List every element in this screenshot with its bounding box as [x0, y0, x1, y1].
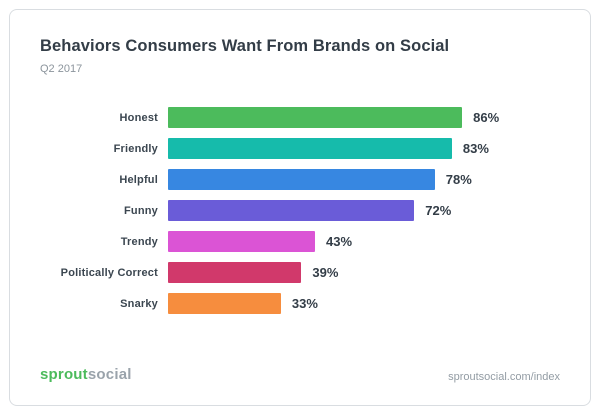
chart-card: Behaviors Consumers Want From Brands on … [9, 9, 591, 406]
bar [168, 138, 452, 159]
bar-row: Honest 86% [40, 107, 560, 128]
bar-track: 43% [168, 231, 560, 252]
bar-label: Helpful [119, 173, 158, 186]
footer: sproutsocial sproutsocial.com/index [40, 366, 560, 383]
bar-value: 39% [312, 265, 339, 280]
bar-value: 43% [326, 234, 353, 249]
bar-value: 72% [425, 203, 452, 218]
bar-track: 72% [168, 200, 560, 221]
bar-track: 39% [168, 262, 560, 283]
chart-title: Behaviors Consumers Want From Brands on … [40, 37, 450, 55]
bar-row: Politically Correct 39% [40, 262, 560, 283]
bar-label: Funny [124, 204, 158, 217]
bar-label: Trendy [120, 235, 158, 248]
bar [168, 262, 302, 283]
bar-label: Politically Correct [60, 266, 158, 279]
bar-value: 83% [462, 141, 489, 156]
bar-value: 86% [473, 110, 500, 125]
bar [168, 200, 415, 221]
logo-social-text: social [87, 366, 132, 383]
bar-chart: Honest 86% Friendly 83% Helpful 78% Funn… [40, 107, 560, 314]
bar-value: 33% [291, 296, 318, 311]
bar-label: Snarky [120, 297, 158, 310]
bar [168, 169, 435, 190]
bar-row: Helpful 78% [40, 169, 560, 190]
bar-row: Friendly 83% [40, 138, 560, 159]
chart-subtitle: Q2 2017 [40, 63, 83, 75]
footer-link: sproutsocial.com/index [448, 371, 560, 383]
bar-row: Snarky 33% [40, 293, 560, 314]
bar-value: 78% [445, 172, 472, 187]
bar-track: 33% [168, 293, 560, 314]
sprout-social-logo: sproutsocial [40, 366, 132, 383]
bar-label: Friendly [113, 142, 158, 155]
bar-label: Honest [119, 111, 158, 124]
bar-track: 83% [168, 138, 560, 159]
bar-row: Trendy 43% [40, 231, 560, 252]
bar-track: 86% [168, 107, 560, 128]
bar [168, 107, 463, 128]
logo-sprout-text: sprout [40, 366, 88, 383]
bar-track: 78% [168, 169, 560, 190]
bar [168, 231, 316, 252]
bar [168, 293, 281, 314]
bar-row: Funny 72% [40, 200, 560, 221]
